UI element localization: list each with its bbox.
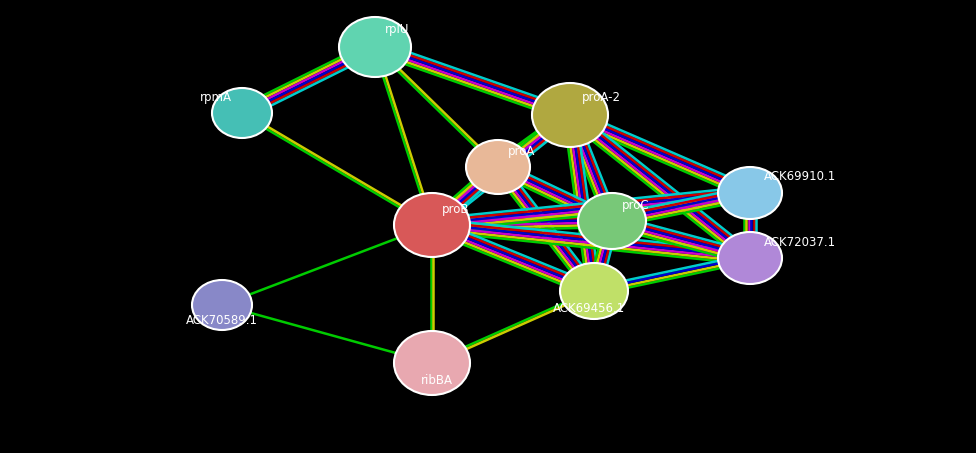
Text: ACK72037.1: ACK72037.1 bbox=[764, 236, 836, 249]
Text: rpmA: rpmA bbox=[200, 91, 232, 103]
Ellipse shape bbox=[394, 331, 470, 395]
Ellipse shape bbox=[718, 167, 782, 219]
Ellipse shape bbox=[578, 193, 646, 249]
Text: ACK69456.1: ACK69456.1 bbox=[552, 302, 625, 314]
Text: rplU: rplU bbox=[385, 23, 409, 35]
Text: proC: proC bbox=[622, 198, 650, 212]
Text: ribBA: ribBA bbox=[421, 375, 453, 387]
Ellipse shape bbox=[718, 232, 782, 284]
Ellipse shape bbox=[560, 263, 628, 319]
Ellipse shape bbox=[212, 88, 272, 138]
Text: ACK70589.1: ACK70589.1 bbox=[186, 314, 258, 328]
Text: ACK69910.1: ACK69910.1 bbox=[764, 170, 836, 183]
Ellipse shape bbox=[339, 17, 411, 77]
Text: proB: proB bbox=[442, 202, 469, 216]
Ellipse shape bbox=[466, 140, 530, 194]
Text: proA-2: proA-2 bbox=[582, 91, 621, 103]
Text: proA: proA bbox=[508, 145, 536, 158]
Ellipse shape bbox=[394, 193, 470, 257]
Ellipse shape bbox=[192, 280, 252, 330]
Ellipse shape bbox=[532, 83, 608, 147]
